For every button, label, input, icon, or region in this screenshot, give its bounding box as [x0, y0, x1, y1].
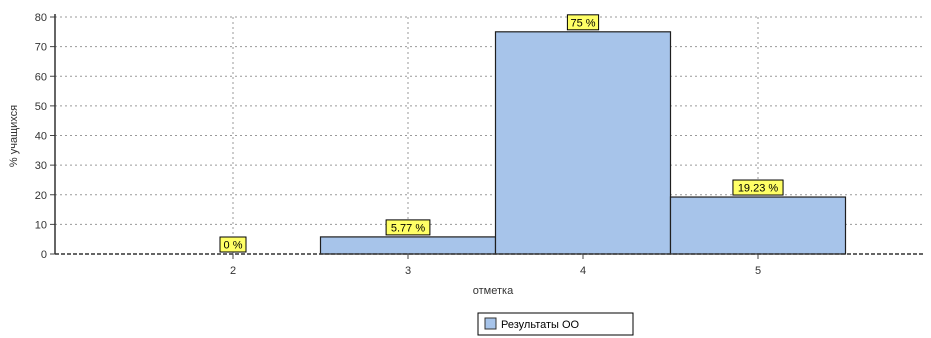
y-axis-title: % учащихся: [8, 105, 20, 167]
y-tick-label: 10: [35, 219, 47, 231]
data-label-box: [385, 219, 431, 236]
y-tick-label: 60: [35, 71, 47, 83]
y-tick-label: 50: [35, 101, 47, 113]
y-tick-label: 80: [35, 12, 47, 24]
y-tick-label: 20: [35, 190, 47, 202]
axes: 0 10 20 30 40 50 60 70 80 2 3 4 5: [35, 12, 925, 277]
x-tick-label: 4: [580, 265, 586, 277]
data-label-box: [219, 236, 247, 253]
data-label: 0 %: [224, 240, 243, 252]
legend-label: Результаты ОО: [501, 319, 580, 331]
y-tick-label: 0: [41, 249, 47, 261]
y-tick-label: 40: [35, 131, 47, 143]
x-tick-label: 5: [755, 265, 761, 277]
data-label: 19.23 %: [738, 183, 779, 195]
bar: [494, 31, 672, 255]
y-tick-label: 70: [35, 42, 47, 54]
data-labels: 0 % 5.77 % 75 % 19.23 %: [219, 14, 784, 253]
data-label: 75 %: [570, 17, 595, 29]
bar: [319, 236, 497, 255]
legend: Результаты ОО: [477, 312, 634, 336]
grid-lines: [55, 16, 925, 254]
data-label-box: [732, 179, 784, 196]
bars: [319, 31, 847, 255]
x-tick-label: 3: [405, 265, 411, 277]
bar: [669, 196, 847, 255]
y-tick-label: 30: [35, 160, 47, 172]
legend-swatch: [484, 317, 497, 330]
data-label: 5.77 %: [391, 222, 425, 234]
x-axis-title: отметка: [473, 285, 514, 297]
data-label-box: [566, 14, 600, 31]
legend-box: [477, 312, 634, 336]
x-tick-label: 2: [230, 265, 236, 277]
